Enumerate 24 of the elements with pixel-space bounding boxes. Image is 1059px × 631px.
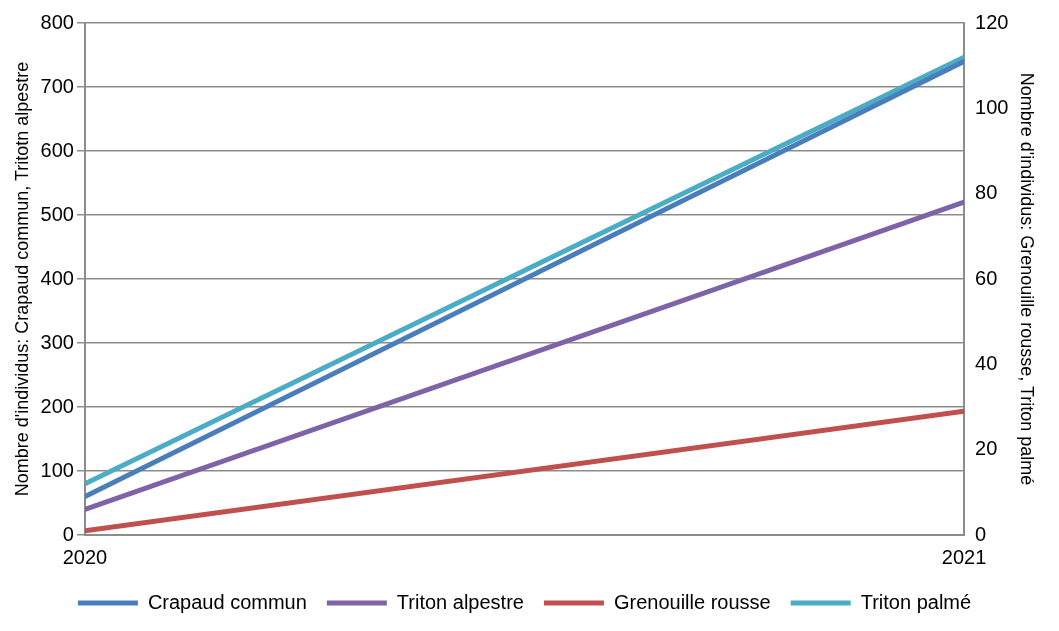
legend-label: Crapaud commun <box>147 590 307 613</box>
y-tick-label: 400 <box>40 266 74 289</box>
y2-tick-label: 80 <box>975 181 998 204</box>
legend-label: Grenouille rousse <box>613 590 771 613</box>
y2-tick-label: 120 <box>975 10 1009 33</box>
y-tick-label: 800 <box>40 10 74 33</box>
y2-tick-label: 20 <box>975 437 998 460</box>
y-tick-label: 700 <box>40 74 74 97</box>
legend-label: Triton palmé <box>860 590 972 613</box>
y-tick-label: 100 <box>40 458 74 481</box>
y-tick-label: 300 <box>40 330 74 353</box>
y2-tick-label: 60 <box>975 266 998 289</box>
y2-tick-label: 40 <box>975 351 998 374</box>
y-tick-label: 500 <box>40 202 74 225</box>
y2-axis-title: Nombre d'individus: Grenouille rousse, Triton palmé <box>1017 72 1038 486</box>
x-tick-label: 2020 <box>62 545 108 568</box>
legend-label: Triton alpestre <box>396 590 524 613</box>
y-axis-title: Nombre d'individus: Crapaud commun, Tritotn alpestre <box>11 61 32 497</box>
y2-tick-label: 0 <box>975 522 987 545</box>
y-tick-label: 0 <box>62 522 74 545</box>
y-tick-label: 600 <box>40 138 74 161</box>
x-tick-label: 2021 <box>941 545 987 568</box>
y2-tick-label: 100 <box>975 95 1009 118</box>
y-tick-label: 200 <box>40 394 74 417</box>
